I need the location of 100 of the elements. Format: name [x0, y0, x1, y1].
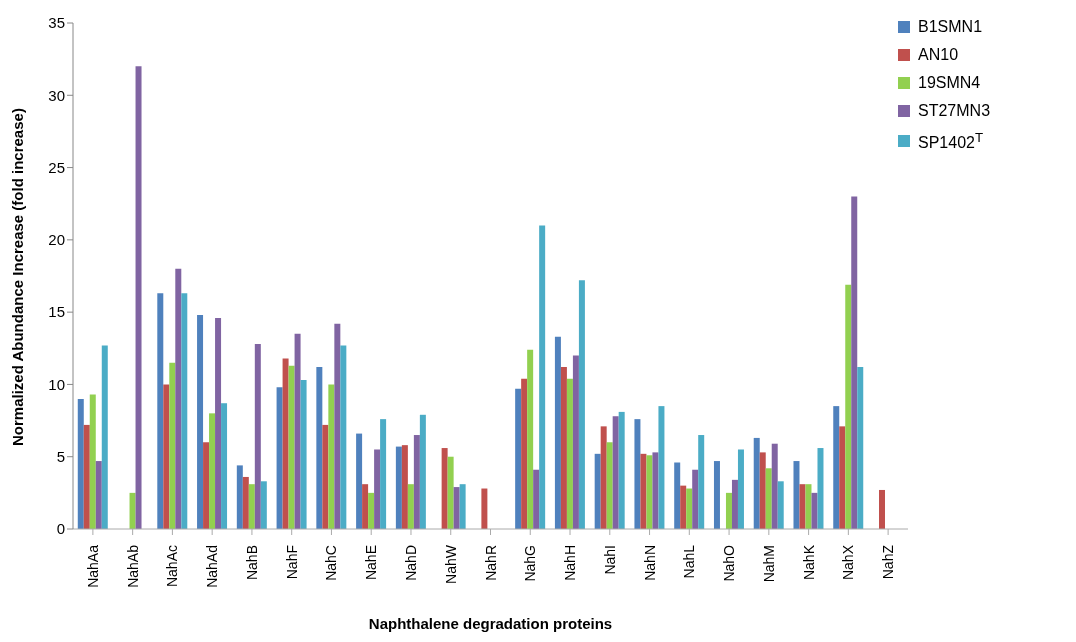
legend-label: SP1402$^{T}$: [918, 130, 984, 153]
x-tick-label: NahR: [482, 545, 499, 581]
bar: [652, 452, 659, 529]
bar: [737, 449, 744, 529]
bar: [811, 492, 818, 529]
x-tick-label: NahO: [721, 544, 738, 582]
bar: [288, 365, 295, 529]
bar: [340, 345, 347, 529]
bar: [713, 461, 720, 529]
bar: [594, 453, 601, 529]
bar: [447, 456, 454, 529]
bar: [612, 416, 619, 529]
x-tick-label: NahG: [522, 545, 539, 582]
bar: [560, 367, 567, 529]
bar: [83, 424, 90, 529]
x-tick-label: NahW: [442, 544, 459, 584]
x-tick-label: NahF: [283, 545, 300, 580]
y-tick-label: 25: [48, 158, 65, 176]
bar: [851, 196, 858, 529]
x-tick-label: NahI: [601, 545, 618, 575]
bar: [533, 469, 540, 529]
bar: [163, 384, 170, 529]
bar: [539, 225, 546, 529]
x-tick-label: NahX: [840, 544, 857, 581]
bar: [242, 476, 249, 529]
x-tick-label: NahK: [800, 544, 817, 581]
bar: [879, 489, 886, 529]
y-axis-title: Normalized Abundance Increase (fold increase): [9, 108, 27, 446]
bar: [294, 333, 301, 529]
bar: [753, 437, 760, 529]
legend-label: B1SMN1: [918, 18, 983, 36]
x-tick-label: NahZ: [880, 544, 897, 580]
bar: [646, 455, 653, 529]
bar: [236, 465, 243, 529]
bar: [845, 284, 852, 529]
x-tick-label: NahAc: [164, 545, 181, 588]
bar: [521, 378, 528, 529]
bar: [322, 424, 329, 529]
bar: [686, 488, 693, 529]
x-tick-label: NahB: [243, 545, 260, 581]
bar: [759, 452, 766, 529]
x-tick-label: NahH: [562, 545, 579, 581]
bar: [441, 448, 448, 529]
bar: [771, 443, 778, 529]
bar: [368, 492, 375, 529]
bar: [698, 435, 705, 529]
y-tick-label: 20: [48, 231, 65, 249]
bar: [129, 492, 136, 529]
bar: [395, 446, 402, 529]
bar: [362, 484, 369, 529]
bar: [197, 315, 204, 529]
bar: [374, 449, 381, 529]
bar: [453, 487, 460, 529]
bar: [316, 367, 323, 529]
bar: [181, 293, 188, 529]
bar: [419, 414, 426, 529]
legend-label: 19SMN4: [918, 74, 981, 92]
bar: [618, 411, 625, 529]
bar: [401, 445, 408, 529]
bar: [554, 336, 561, 529]
bar: [725, 492, 732, 529]
x-tick-label: NahAd: [204, 545, 221, 588]
x-axis-title: Naphthalene degradation proteins: [368, 615, 613, 632]
y-tick-label: 15: [48, 303, 65, 321]
bar: [356, 433, 363, 529]
bar: [765, 468, 772, 529]
bar: [640, 453, 647, 529]
bar: [101, 345, 108, 529]
bar: [260, 481, 267, 529]
bar: [248, 484, 255, 529]
bar: [215, 317, 222, 529]
bar: [606, 442, 613, 529]
bar: [833, 406, 840, 529]
bar: [95, 461, 102, 529]
y-tick-label: 5: [56, 448, 65, 466]
bar: [89, 394, 96, 529]
bar: [254, 343, 261, 529]
bar: [276, 387, 283, 529]
bar: [175, 268, 182, 529]
x-tick-label: NahE: [363, 545, 380, 581]
bar: [600, 426, 607, 529]
bar: [300, 380, 307, 529]
bar: [572, 355, 579, 529]
y-tick-label: 35: [48, 14, 65, 32]
bar: [857, 367, 864, 529]
bar: [731, 479, 738, 529]
y-tick-label: 0: [56, 520, 65, 538]
bar: [407, 484, 414, 529]
bar: [566, 378, 573, 529]
bar: [793, 461, 800, 529]
bar: [282, 358, 289, 529]
bar: [692, 469, 699, 529]
bar: [169, 362, 176, 529]
bar: [777, 481, 784, 529]
legend-label: AN10: [918, 46, 959, 64]
y-tick-label: 30: [48, 86, 65, 104]
bar: [157, 293, 164, 529]
y-tick-label: 10: [48, 375, 65, 393]
x-tick-label: NahAa: [84, 544, 101, 588]
bar: [203, 442, 210, 529]
